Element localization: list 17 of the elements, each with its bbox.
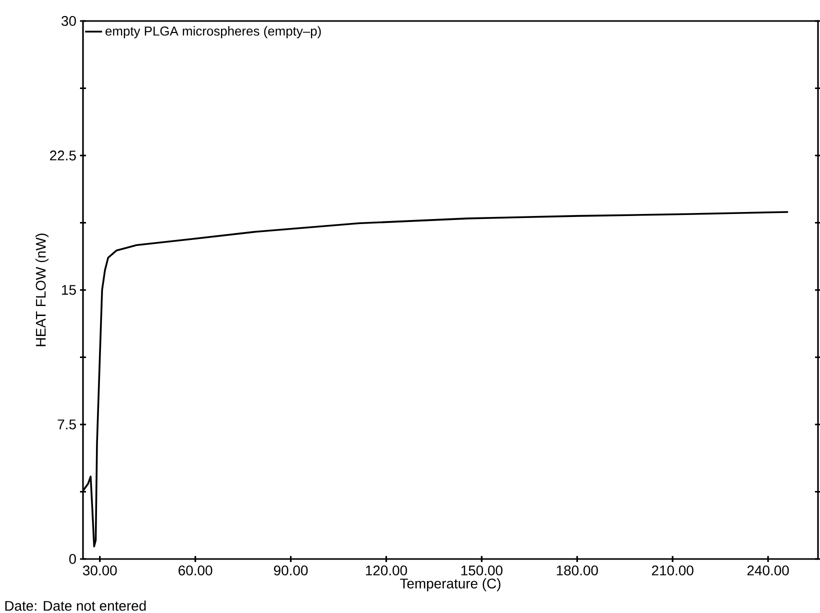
x-tick-label: 90.00 bbox=[274, 566, 308, 576]
x-tick-label: 150.00 bbox=[461, 566, 502, 576]
x-tick-label: 120.00 bbox=[366, 566, 408, 576]
x-axis-title: Temperature (C) bbox=[400, 578, 500, 592]
x-tick-label: 180.00 bbox=[556, 566, 598, 576]
x-tick-label: 60.00 bbox=[178, 566, 212, 576]
x-tick-label: 210.00 bbox=[652, 566, 694, 576]
y-tick-label: 22.5 bbox=[50, 150, 76, 160]
y-axis-title: HEAT FLOW (nW) bbox=[35, 234, 48, 346]
y-tick-label: 7.5 bbox=[58, 420, 76, 430]
y-tick-label: 30 bbox=[61, 16, 76, 26]
y-tick-label: 15 bbox=[62, 285, 76, 295]
x-tick-label: 30.00 bbox=[82, 566, 117, 576]
x-tick-label: 240.00 bbox=[747, 566, 789, 576]
text: Date: Date not entered bbox=[5, 600, 146, 611]
legend-label: empty PLGA microspheres (empty–p) bbox=[106, 26, 321, 38]
y-tick-label: 0 bbox=[69, 554, 76, 564]
